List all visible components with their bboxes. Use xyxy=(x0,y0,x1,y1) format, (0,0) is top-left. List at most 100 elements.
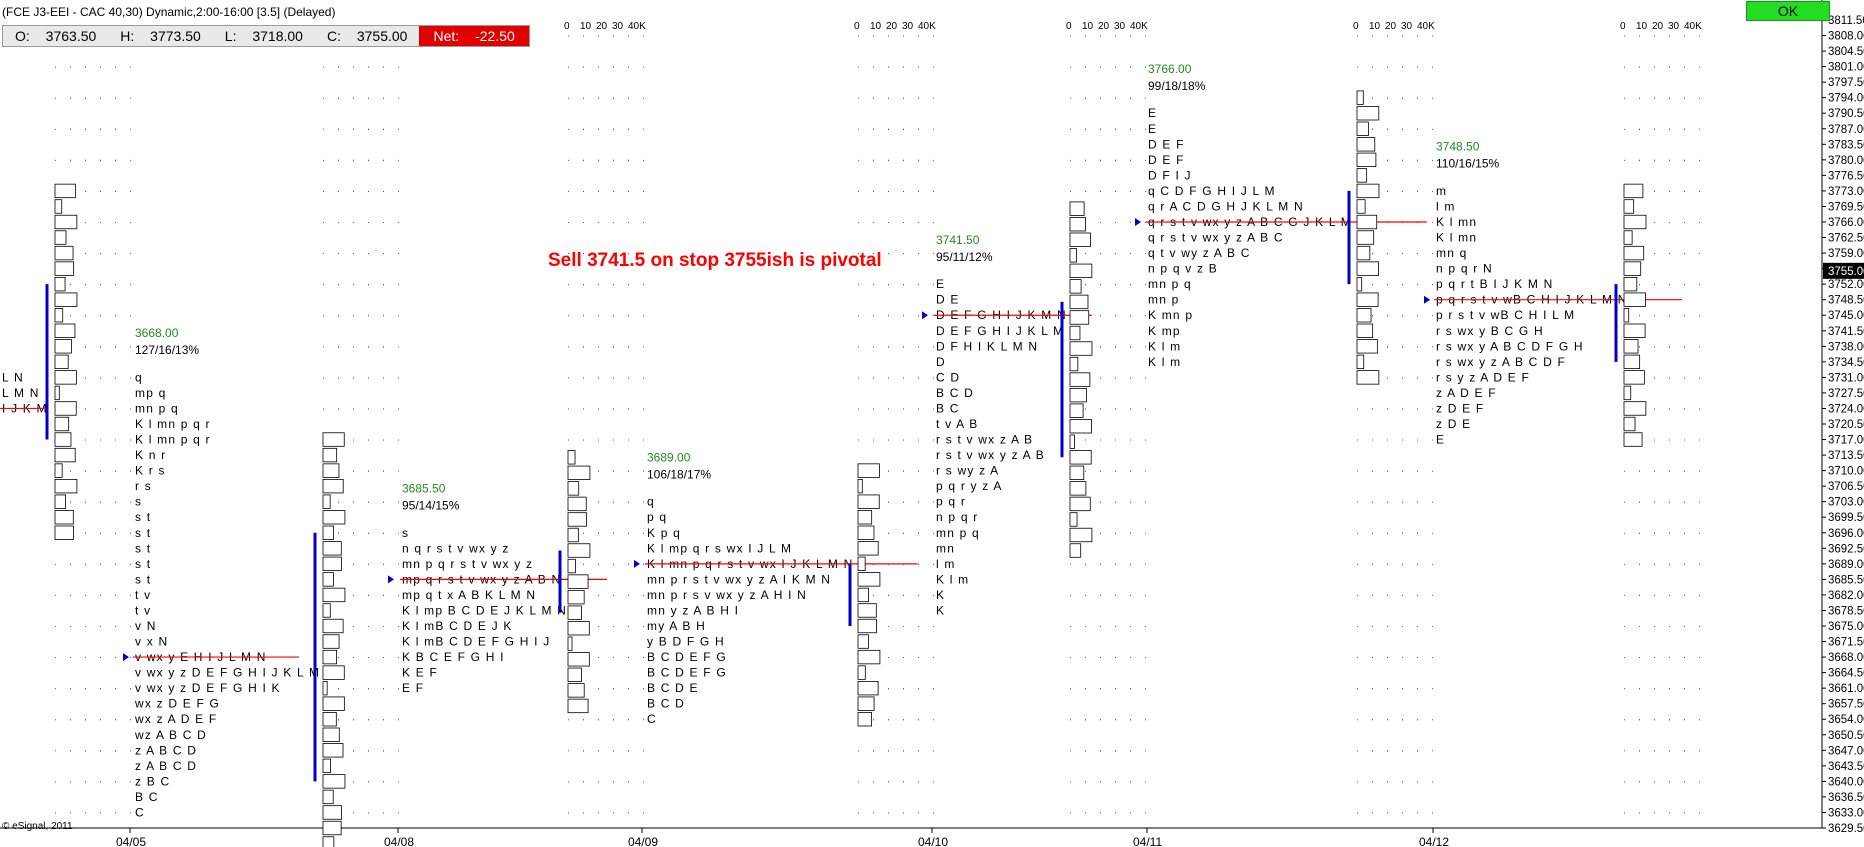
grid-dot xyxy=(338,719,339,721)
grid-dot xyxy=(1357,657,1358,659)
grid-dot xyxy=(70,719,71,721)
grid-dot xyxy=(1432,626,1433,627)
grid-dot xyxy=(130,439,131,441)
volume-bar xyxy=(1623,214,1647,230)
grid-dot xyxy=(70,563,71,565)
grid-dot xyxy=(70,812,71,814)
grid-dot xyxy=(888,439,889,441)
grid-dot xyxy=(1402,626,1403,627)
volume-scale-label: 20 xyxy=(886,21,898,32)
grid-dot xyxy=(1130,159,1131,161)
grid-dot xyxy=(1432,66,1433,68)
volume-bar xyxy=(567,465,591,481)
grid-dot xyxy=(115,812,116,814)
grid-dot xyxy=(1357,501,1358,503)
grid-dot xyxy=(873,377,874,379)
grid-dot xyxy=(888,626,889,627)
tpo-row: r s wx y A B C D F G H xyxy=(1436,339,1584,353)
grid-dot xyxy=(628,594,629,596)
grid-dot xyxy=(873,315,874,317)
volume-bar xyxy=(322,727,340,742)
grid-dot xyxy=(918,626,919,627)
grid-dot xyxy=(1387,408,1388,410)
grid-dot xyxy=(628,532,629,534)
grid-dot xyxy=(1699,190,1700,192)
grid-dot xyxy=(1372,750,1373,752)
ok-button[interactable]: OK xyxy=(1746,1,1830,21)
volume-bar xyxy=(567,652,590,667)
grid-dot xyxy=(1100,688,1101,690)
grid-dot xyxy=(368,439,369,441)
grid-dot xyxy=(1669,719,1670,721)
grid-dot xyxy=(353,626,354,627)
grid-dot xyxy=(1115,719,1116,721)
grid-dot xyxy=(903,284,904,286)
tpo-row: v x N xyxy=(135,635,168,649)
grid-dot xyxy=(55,563,56,565)
grid-dot xyxy=(115,439,116,441)
grid-dot xyxy=(643,626,644,627)
grid-dot xyxy=(1085,190,1086,192)
volume-bar xyxy=(1623,261,1642,276)
grid-dot xyxy=(100,190,101,192)
volume-bar xyxy=(1356,276,1363,292)
grid-dot xyxy=(643,315,644,317)
grid-dot xyxy=(1699,594,1700,596)
volume-bar xyxy=(54,463,63,478)
grid-dot xyxy=(115,563,116,565)
grid-dot xyxy=(338,346,339,348)
grid-dot xyxy=(70,159,71,161)
grid-dot xyxy=(888,470,889,472)
volume-bar xyxy=(1069,434,1075,449)
grid-dot xyxy=(918,408,919,410)
grid-dot xyxy=(598,750,599,752)
grid-dot xyxy=(115,97,116,99)
grid-dot xyxy=(368,657,369,659)
volume-bar xyxy=(322,587,346,603)
volume-bar xyxy=(322,494,331,509)
grid-dot xyxy=(1130,781,1131,783)
grid-dot xyxy=(323,377,324,379)
grid-dot xyxy=(903,594,904,596)
volume-bar xyxy=(567,543,591,558)
grid-dot xyxy=(55,97,56,99)
grid-dot xyxy=(383,190,384,192)
grid-dot xyxy=(383,594,384,596)
volume-bar xyxy=(1069,543,1082,558)
grid-dot xyxy=(1100,128,1101,130)
tpo-row: B C D xyxy=(936,386,974,400)
grid-dot xyxy=(338,315,339,317)
grid-dot xyxy=(918,97,919,99)
grid-dot xyxy=(628,315,629,317)
grid-dot xyxy=(598,470,599,472)
tpo-row: z D E xyxy=(1436,417,1471,431)
grid-dot xyxy=(115,750,116,752)
grid-dot xyxy=(1115,626,1116,627)
grid-dot xyxy=(1130,563,1131,565)
tpo-row: wx z A D E F xyxy=(134,712,217,726)
grid-dot xyxy=(353,284,354,286)
grid-dot xyxy=(643,190,644,192)
price-tick-label: 3748.50 xyxy=(1828,295,1864,307)
volume-scale-label: 0 xyxy=(564,21,570,32)
grid-dot xyxy=(903,626,904,627)
price-tick-label: 3780.00 xyxy=(1828,155,1864,167)
grid-dot xyxy=(85,470,86,472)
grid-dot xyxy=(1654,66,1655,68)
grid-dot xyxy=(1684,35,1685,37)
grid-dot xyxy=(115,781,116,783)
tpo-row: s t xyxy=(135,526,151,540)
grid-dot xyxy=(628,439,629,441)
volume-scale-label: 40K xyxy=(628,21,646,32)
grid-dot xyxy=(1115,439,1116,441)
grid-dot xyxy=(1402,66,1403,68)
grid-dot xyxy=(613,626,614,627)
grid-dot xyxy=(1654,750,1655,752)
date-label: 04/10 xyxy=(918,835,948,847)
grid-dot xyxy=(1145,657,1146,659)
grid-dot xyxy=(100,781,101,783)
grid-dot xyxy=(1402,190,1403,192)
grid-dot xyxy=(1684,501,1685,503)
profile-stats: 127/16/13% xyxy=(135,343,199,357)
